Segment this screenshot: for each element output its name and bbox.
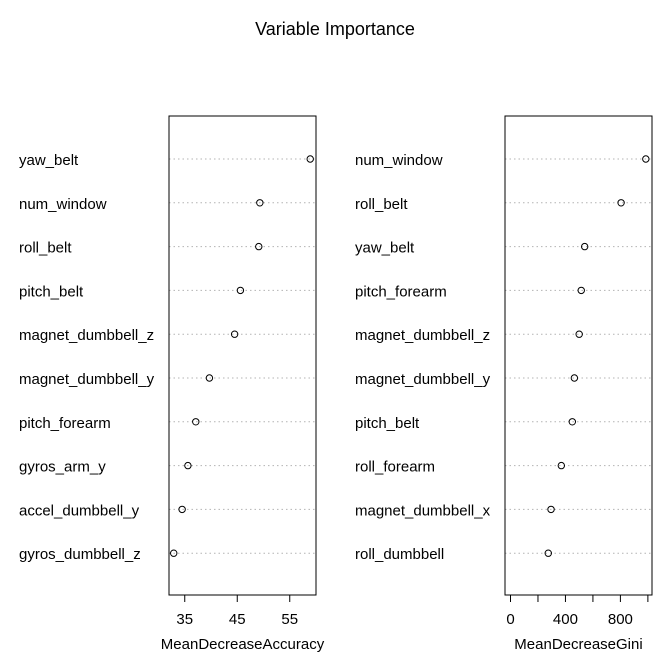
category-label: yaw_belt <box>355 240 415 257</box>
category-label: pitch_forearm <box>355 283 447 300</box>
category-label: pitch_belt <box>355 415 420 432</box>
data-point <box>255 242 263 251</box>
category-label: pitch_belt <box>19 283 84 300</box>
data-point <box>575 330 583 338</box>
panel-2: num_window roll_belt yaw_belt pitch_forearm… <box>355 115 653 653</box>
category-label: magnet_dumbbell_z <box>355 327 490 344</box>
data-point <box>617 199 625 207</box>
x-tick-label: 35 <box>176 611 193 628</box>
category-label: magnet_dumbbell_y <box>19 371 155 388</box>
data-point <box>570 374 579 382</box>
category-label: num_window <box>19 196 107 213</box>
plot-frame <box>168 115 317 596</box>
x-tick-label: 800 <box>608 611 633 628</box>
panel-1: yaw_belt num_window roll_belt pitch_beltmag… <box>19 115 325 653</box>
data-point <box>557 461 566 470</box>
category-label: roll_dumbbell <box>355 546 444 563</box>
x-axis-title: MeanDecreaseAccuracy <box>161 636 325 653</box>
category-label: roll_belt <box>355 196 408 213</box>
data-point <box>306 155 314 163</box>
data-point <box>236 286 245 295</box>
category-label: magnet_dumbbell_y <box>355 371 491 388</box>
category-label: yaw_belt <box>19 152 79 169</box>
data-point <box>184 461 192 470</box>
data-point <box>192 418 200 426</box>
category-label: gyros_dumbbell_z <box>19 546 141 563</box>
data-point <box>170 549 178 557</box>
category-label: magnet_dumbbell_z <box>19 327 154 344</box>
category-label: pitch_forearm <box>19 415 111 432</box>
data-point <box>256 199 264 207</box>
data-point <box>547 505 555 514</box>
category-label: gyros_arm_y <box>19 459 106 476</box>
data-point <box>580 242 589 251</box>
category-label: num_window <box>355 152 443 169</box>
x-axis-title: MeanDecreaseGini <box>514 636 642 653</box>
x-tick-label: 55 <box>281 611 298 628</box>
data-point <box>178 505 186 514</box>
category-label: roll_forearm <box>355 459 435 476</box>
category-label: accel_dumbbell_y <box>19 502 140 519</box>
x-tick-label: 400 <box>553 611 578 628</box>
data-point <box>205 374 214 382</box>
chart-title: Variable Importance <box>255 19 415 39</box>
x-tick-label: 45 <box>229 611 246 628</box>
data-point <box>642 155 650 163</box>
category-label: magnet_dumbbell_x <box>355 502 491 519</box>
data-point <box>544 549 552 557</box>
x-tick-label: 0 <box>506 611 514 628</box>
data-point <box>577 286 585 295</box>
data-point <box>230 330 239 338</box>
dotchart-panels: yaw_beltnum_windowroll_beltpitch_beltmag… <box>19 115 653 653</box>
category-label: roll_belt <box>19 240 72 257</box>
data-point <box>568 418 577 426</box>
plot-frame <box>504 115 653 596</box>
